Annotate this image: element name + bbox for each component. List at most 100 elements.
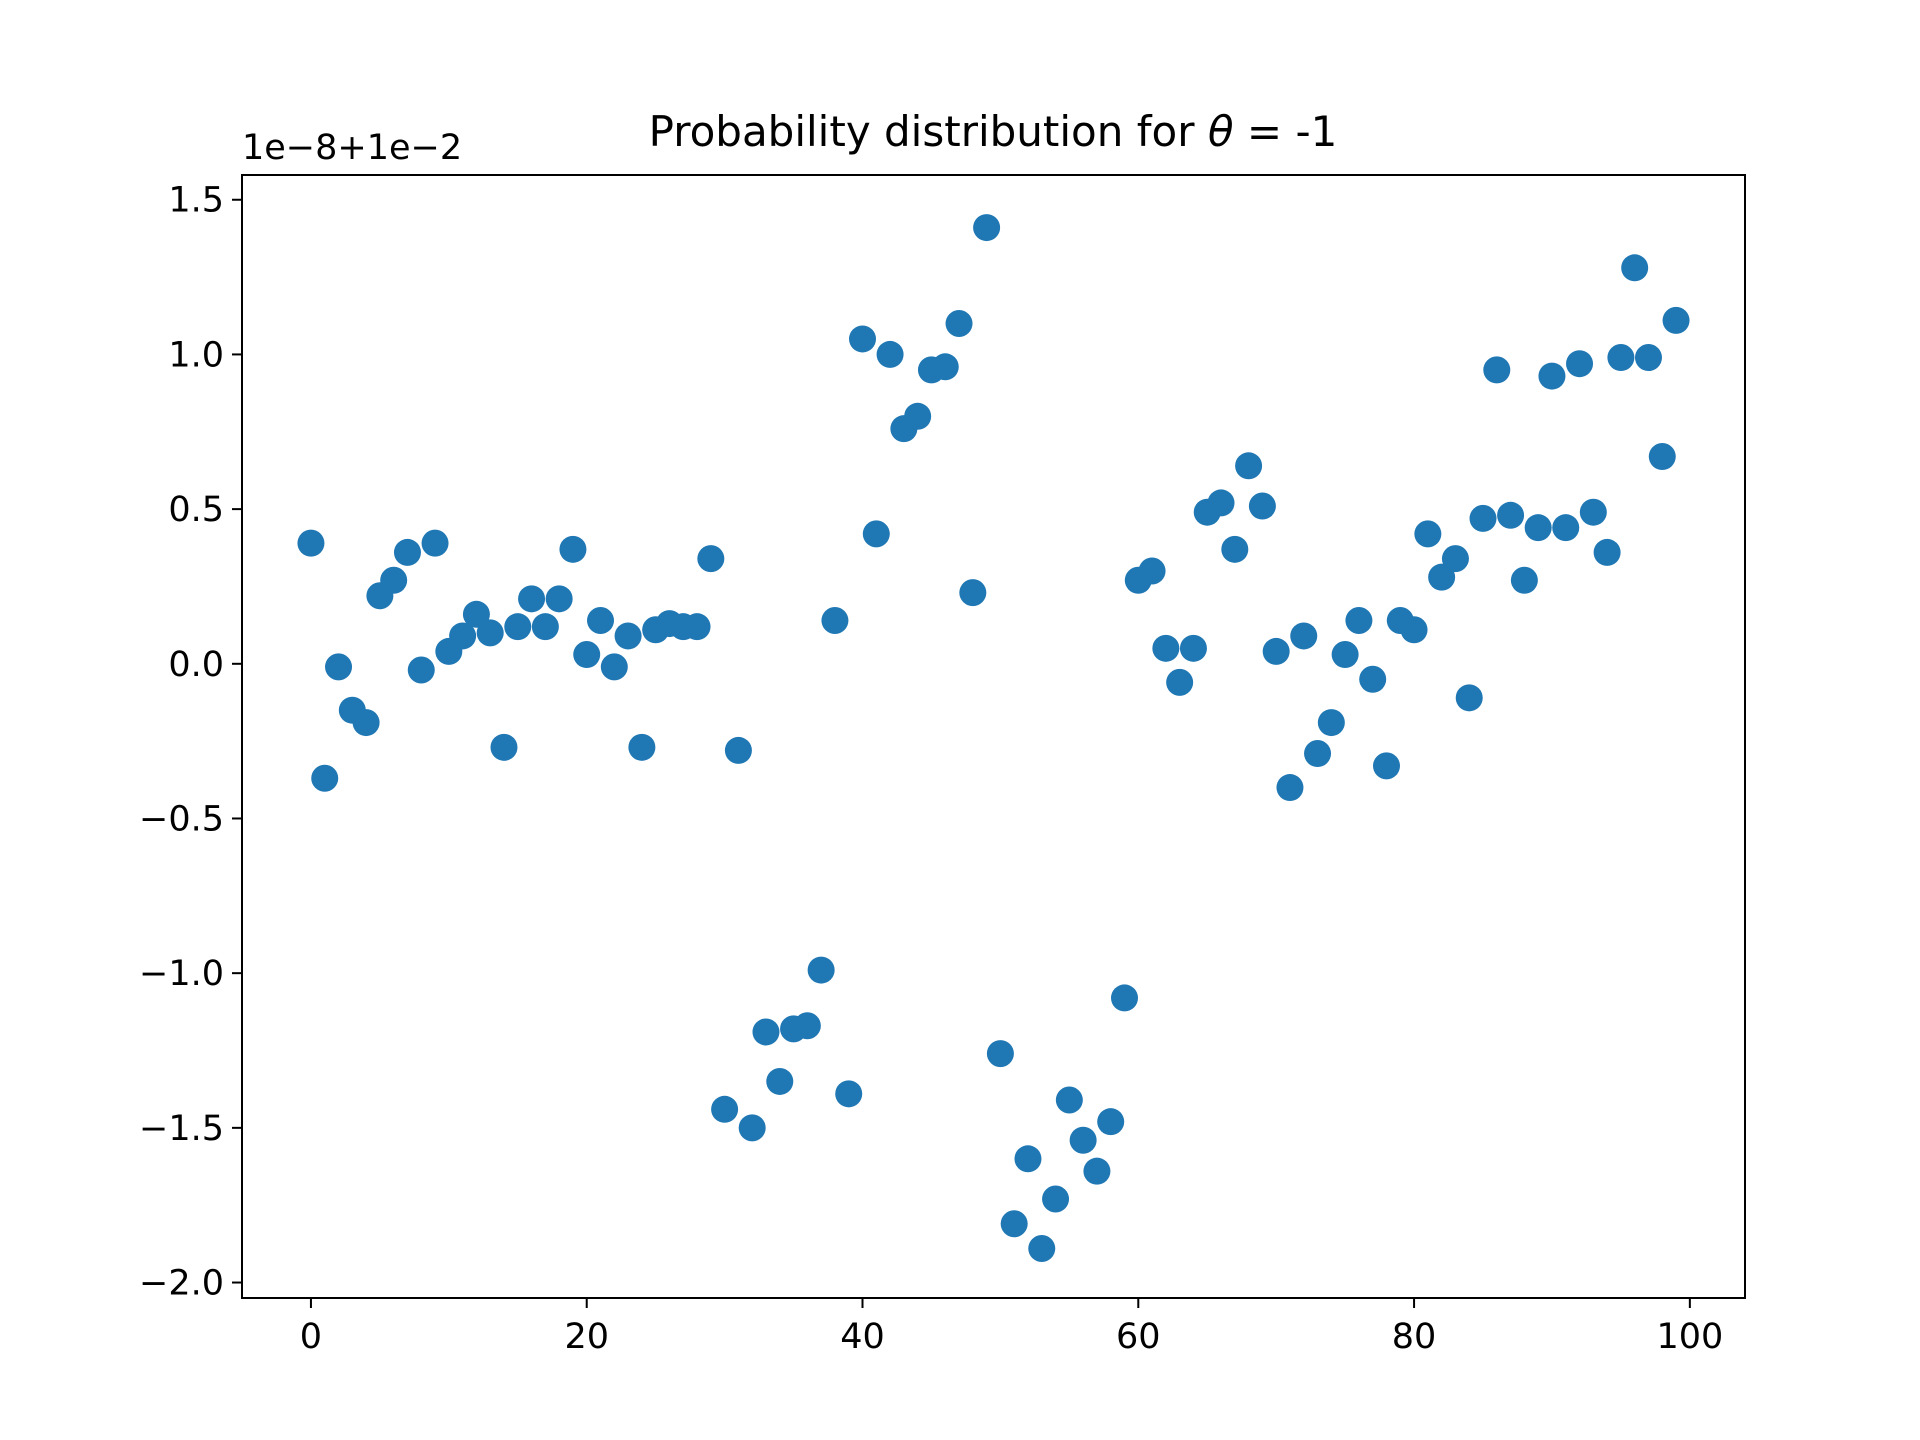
data-point [476, 619, 504, 647]
data-point [1331, 641, 1359, 669]
data-point [421, 529, 449, 557]
title-value: -1 [1295, 107, 1337, 156]
data-point [849, 325, 876, 353]
data-point [559, 535, 587, 563]
points-layer [297, 214, 1690, 1262]
data-point [462, 600, 490, 628]
data-point [724, 736, 752, 764]
data-point [1138, 557, 1166, 585]
data-point [1621, 254, 1649, 282]
data-point [1152, 634, 1180, 662]
data-point [1538, 362, 1566, 390]
data-point [1469, 504, 1497, 532]
data-point [297, 529, 325, 557]
y-axis: 1.5 1.0 0.5 0.0 −0.5 −1.0 −1.5 −2.0 [139, 181, 242, 1304]
x-tick-label: 40 [840, 1317, 885, 1357]
data-point [835, 1080, 863, 1108]
data-point [587, 606, 615, 634]
data-point [1235, 452, 1263, 480]
data-point [738, 1114, 766, 1142]
data-point [628, 733, 656, 761]
data-point [1262, 637, 1290, 665]
y-tick-label: 1.5 [168, 181, 224, 221]
data-point [862, 520, 890, 548]
data-point [1166, 668, 1194, 696]
x-tick-label: 60 [1116, 1317, 1161, 1357]
data-point [1304, 740, 1332, 768]
data-point [973, 214, 1001, 242]
data-point [1607, 344, 1635, 372]
data-point [1497, 501, 1525, 529]
data-point [904, 402, 932, 430]
data-point [752, 1018, 780, 1046]
data-point [1290, 622, 1318, 650]
data-point [1069, 1126, 1097, 1154]
data-point [518, 585, 546, 613]
x-tick-label: 80 [1392, 1317, 1437, 1357]
data-point [1042, 1185, 1070, 1213]
data-point [1179, 634, 1207, 662]
data-point [1662, 306, 1690, 334]
y-tick-label: −2.0 [139, 1264, 224, 1304]
data-point [1400, 616, 1428, 644]
data-point [1372, 752, 1400, 780]
data-point [311, 764, 339, 792]
data-point [1317, 709, 1345, 737]
data-point [1248, 492, 1276, 520]
data-point [1552, 514, 1580, 542]
y-tick-label: −1.0 [139, 954, 224, 994]
data-point [1028, 1235, 1056, 1262]
data-point [821, 606, 849, 634]
title-symbol: θ [1208, 107, 1234, 156]
data-point [600, 653, 628, 681]
data-point [1345, 606, 1373, 634]
x-axis: 0 20 40 60 80 100 [300, 1298, 1723, 1357]
data-point [1414, 520, 1442, 548]
data-point [614, 622, 642, 650]
data-point [1000, 1210, 1028, 1238]
data-point [407, 656, 435, 684]
data-point [545, 585, 573, 613]
y-tick-label: 0.0 [168, 645, 224, 685]
data-point [380, 566, 408, 594]
data-point [1221, 535, 1249, 563]
title-equals: = [1234, 107, 1296, 156]
data-point [766, 1067, 794, 1095]
data-point [1524, 514, 1552, 542]
data-point [793, 1012, 821, 1040]
data-point [1510, 566, 1538, 594]
data-point [490, 733, 518, 761]
y-tick-label: 0.5 [168, 490, 224, 530]
y-tick-label: −1.5 [139, 1109, 224, 1149]
x-tick-label: 0 [300, 1317, 322, 1357]
data-point [1428, 563, 1456, 591]
data-point [1579, 498, 1607, 526]
x-tick-label: 20 [564, 1317, 609, 1357]
data-point [531, 613, 559, 641]
y-tick-label: 1.0 [168, 335, 224, 375]
y-offset-label: 1e−8+1e−2 [242, 128, 462, 168]
data-point [1634, 344, 1662, 372]
data-point [449, 622, 477, 650]
chart-title: Probability distribution for θ = -1 [649, 107, 1338, 156]
data-point [697, 545, 725, 573]
data-point [683, 613, 711, 641]
data-point [1207, 489, 1235, 517]
data-point [1359, 665, 1387, 693]
data-point [1593, 538, 1621, 566]
data-point [325, 653, 353, 681]
data-point [1441, 545, 1469, 573]
title-prefix: Probability distribution for [649, 107, 1208, 156]
data-point [1566, 350, 1594, 378]
plot-frame [241, 174, 1746, 1299]
data-point [1014, 1145, 1042, 1173]
data-point [1276, 774, 1304, 802]
data-point [1097, 1108, 1125, 1136]
data-point [573, 641, 601, 669]
x-tick-label: 100 [1656, 1317, 1723, 1357]
data-point [352, 709, 380, 737]
data-point [931, 353, 959, 381]
data-point [1483, 356, 1511, 384]
data-point [1083, 1157, 1111, 1185]
